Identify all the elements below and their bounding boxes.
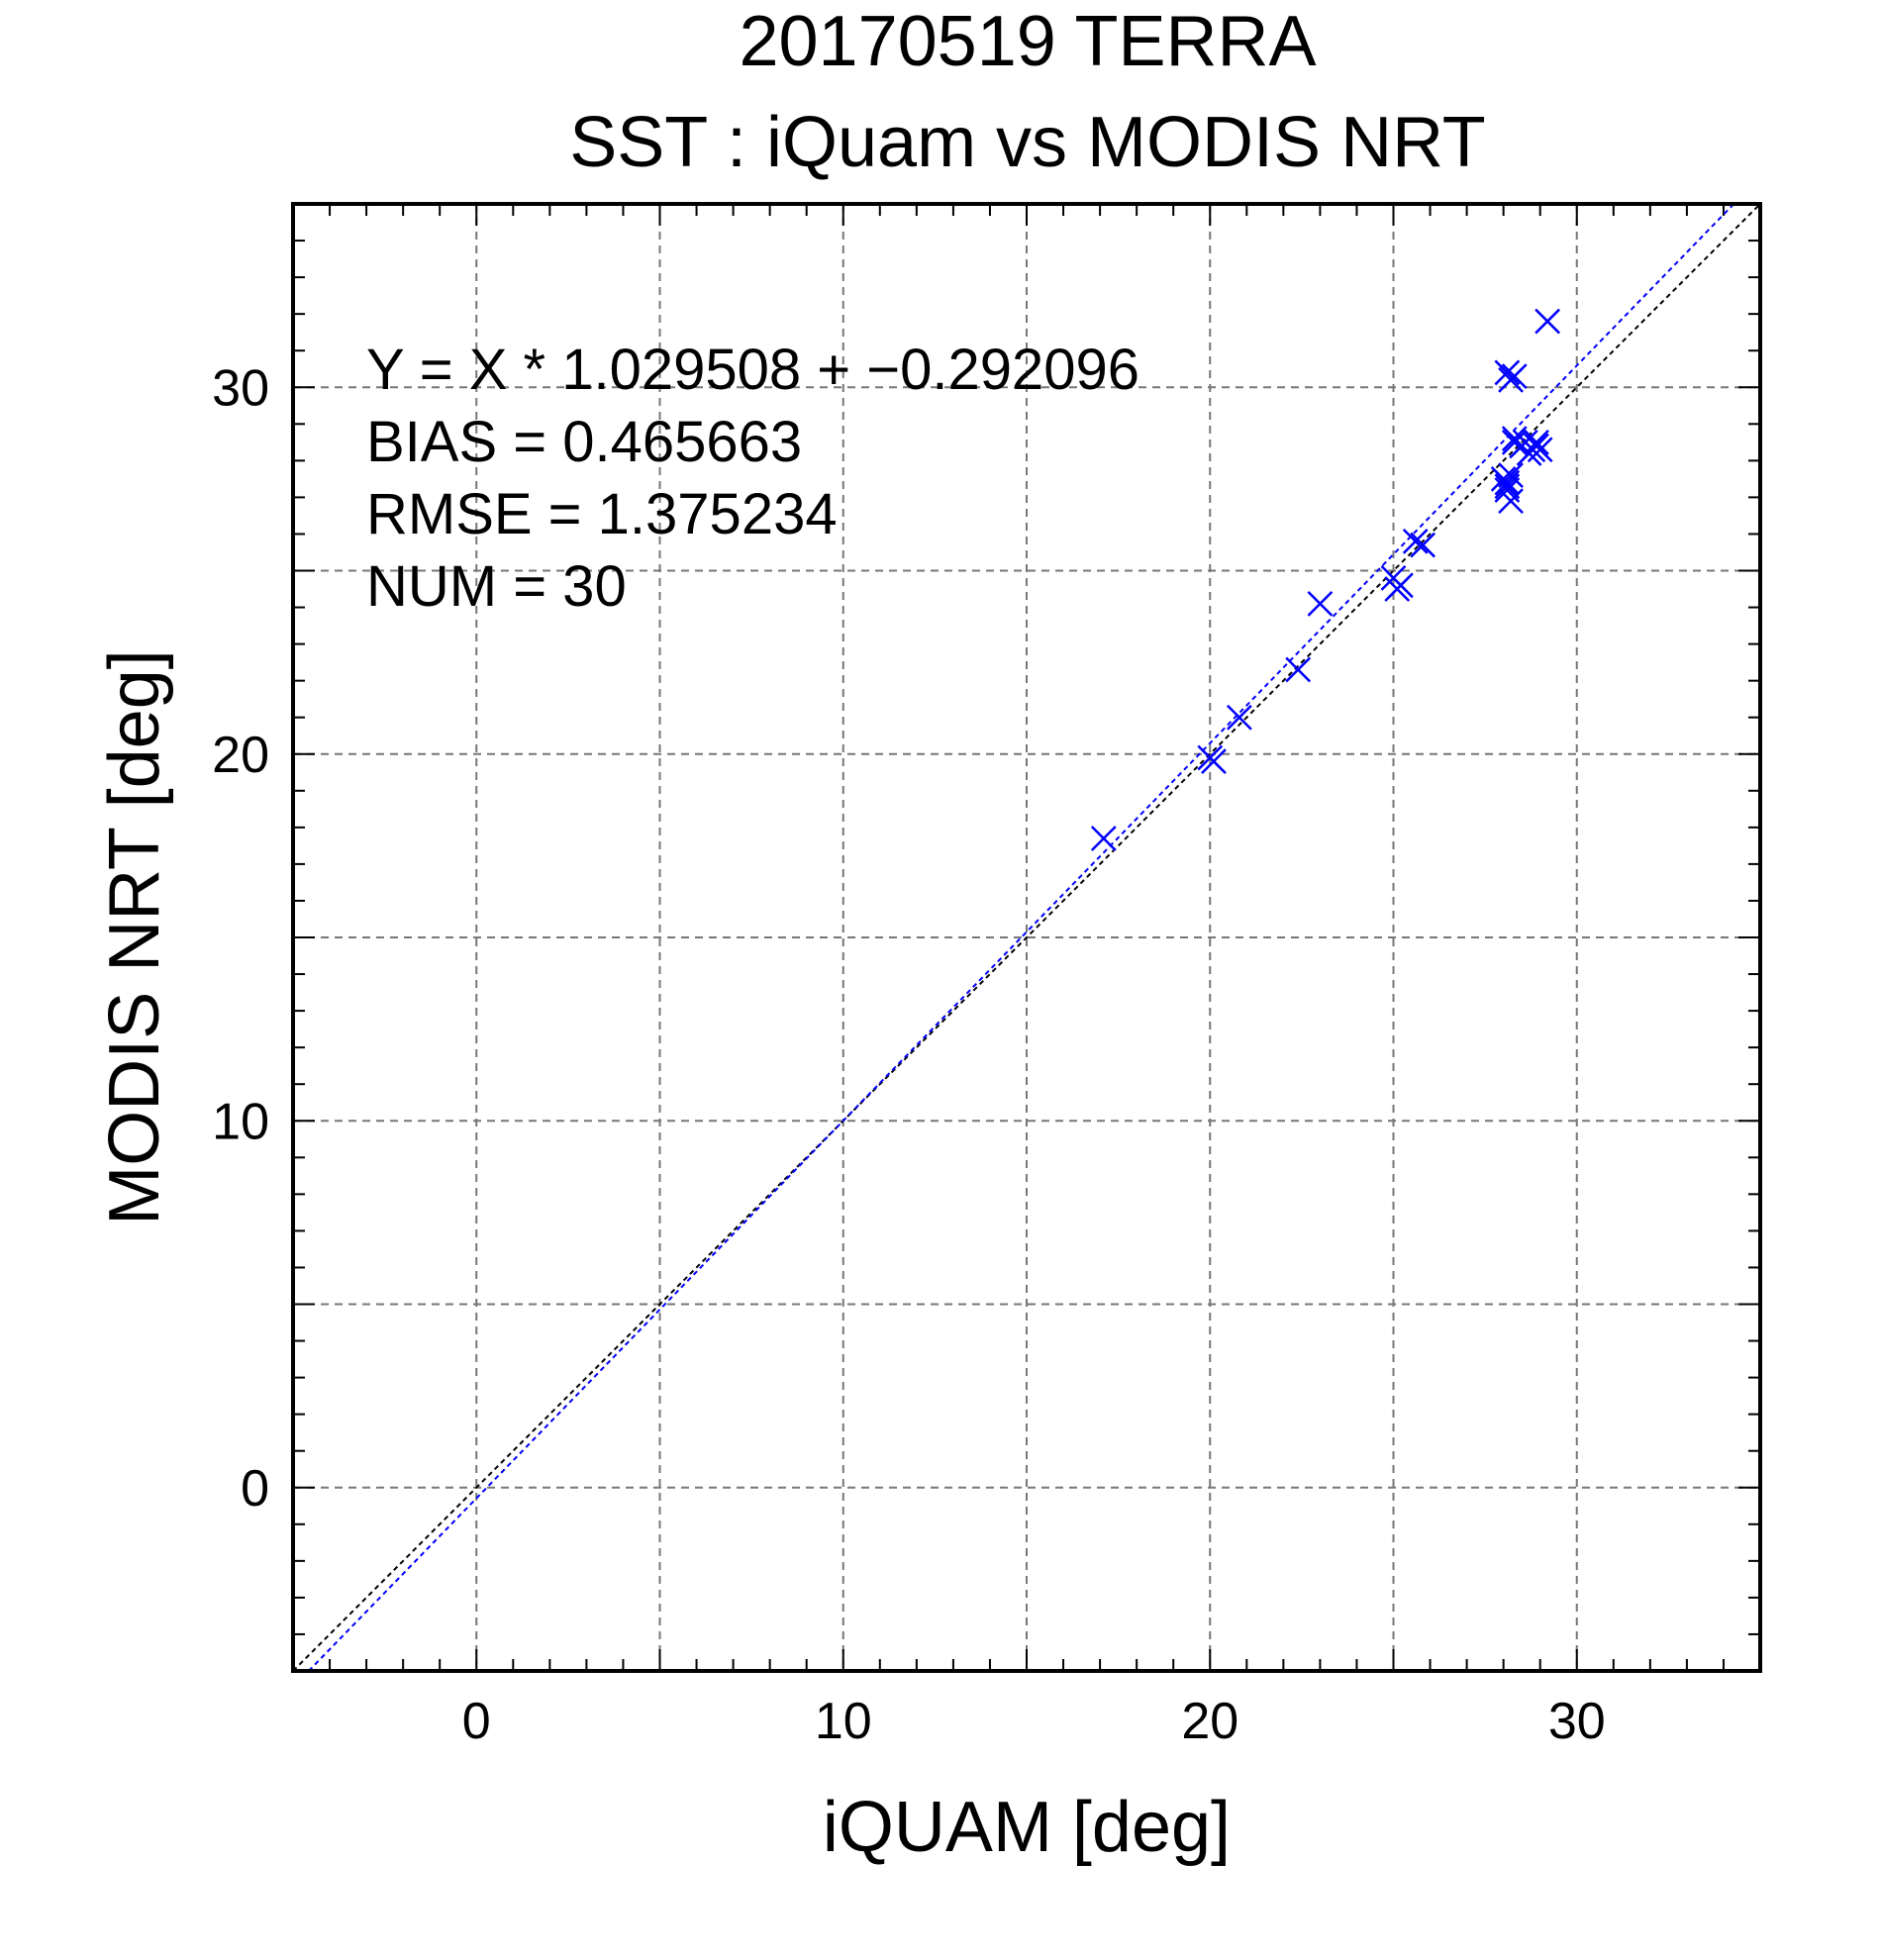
x-axis-label: iQUAM [deg] [823,1788,1231,1867]
x-tick-label: 10 [815,1693,872,1750]
data-point [1494,359,1521,386]
fit-line [308,203,1735,1672]
grid [293,204,1760,1671]
y-tick-label: 0 [241,1460,269,1518]
rmse-value: RMSE = 1.375234 [366,482,838,546]
data-point [1285,656,1312,683]
chart-title: 20170519 TERRA [739,2,1316,81]
tick-labels: 0 10 20 30 0 10 20 30 [212,359,1606,1750]
data-point [1534,308,1560,335]
data-point [1402,528,1429,554]
y-tick-label: 20 [212,727,269,784]
y-tick-label: 10 [212,1093,269,1150]
num-value: NUM = 30 [366,554,627,619]
bias-value: BIAS = 0.465663 [366,410,802,474]
identity-line [292,203,1761,1672]
stats-annotation: Y = X * 1.029508 + −0.292096 BIAS = 0.46… [366,338,1139,619]
data-point [1307,590,1334,617]
data-point [1501,429,1528,455]
data-point [1501,363,1528,390]
x-tick-label: 0 [462,1693,491,1750]
fit-equation: Y = X * 1.029508 + −0.292096 [366,338,1139,402]
y-axis-label: MODIS NRT [deg] [95,649,174,1225]
data-point [1524,429,1549,455]
data-point [1388,572,1414,599]
data-point [1494,477,1521,503]
data-point [1201,748,1227,775]
data-point [1090,826,1117,851]
x-tick-label: 30 [1548,1693,1606,1750]
data-point [1516,441,1542,466]
data-point [1227,704,1252,731]
plot-frame [291,202,1762,1673]
data-point [1410,532,1436,558]
data-point [1498,462,1524,489]
data-points [1090,308,1560,851]
chart-subtitle: SST : iQuam vs MODIS NRT [569,103,1486,182]
reference-lines [292,203,1761,1672]
y-tick-label: 30 [212,359,269,417]
x-tick-label: 20 [1181,1693,1238,1750]
